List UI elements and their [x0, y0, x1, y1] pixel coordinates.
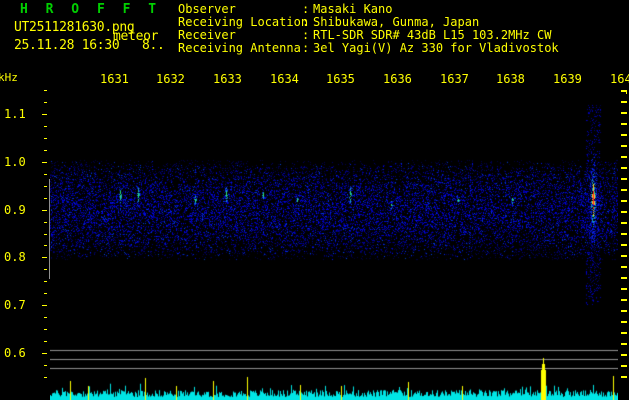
signal-level-strip-chart — [50, 346, 618, 400]
x-tick-label: 1632 — [156, 72, 185, 86]
y-tick-label: 0.8 — [4, 250, 26, 265]
y-minor-tick — [44, 341, 47, 343]
right-tick-mark — [621, 211, 627, 213]
y-minor-tick — [44, 281, 47, 283]
right-tick-mark — [621, 189, 627, 191]
right-tick-mark — [621, 167, 627, 169]
y-minor-tick — [44, 317, 47, 319]
right-tick-mark — [621, 156, 627, 158]
y-minor-tick — [44, 113, 47, 115]
right-tick-mark — [621, 299, 627, 301]
strip-chart-canvas — [50, 346, 618, 400]
header-panel: H R O F F T UT2511281630.png meteor 25.1… — [0, 0, 629, 68]
right-tick-mark — [621, 354, 627, 356]
mode-label: meteor — [113, 29, 159, 44]
right-tick-mark — [621, 90, 627, 92]
x-tick-label: 1637 — [440, 72, 469, 86]
info-separator: : — [302, 41, 310, 55]
right-tick-mark — [621, 343, 627, 345]
y-minor-tick — [44, 305, 47, 307]
info-row-receiving-location: Receiving Location: Shibukawa, Gunma, Jap… — [178, 16, 559, 29]
y-minor-tick — [44, 90, 47, 91]
x-tick-label: 1636 — [383, 72, 412, 86]
x-axis: 1631 1632 1633 1634 1635 1636 1637 1638 1639 1640 — [0, 72, 629, 94]
y-minor-tick — [44, 125, 47, 127]
spectrogram-panel: kHz 1631 1632 1633 1634 1635 1636 1637 1638 1639… — [0, 68, 629, 400]
right-tick-mark — [621, 101, 627, 103]
info-separator: : — [302, 28, 310, 42]
y-minor-tick — [44, 233, 47, 235]
right-tick-mark — [621, 266, 627, 268]
right-tick-mark — [621, 222, 627, 224]
x-tick-label: 1639 — [553, 72, 582, 86]
timestamp-label: 25.11.28 16:30 8.. — [14, 38, 165, 53]
y-axis-unit-label: kHz — [0, 71, 18, 84]
info-value: Masaki Kano — [313, 2, 393, 16]
observation-info-block: Observer: Masaki Kano Receiving Location:… — [178, 3, 559, 55]
info-label: Receiver — [178, 28, 236, 42]
info-separator: : — [302, 2, 310, 16]
right-tick-mark — [621, 178, 627, 180]
right-tick-mark — [621, 255, 627, 257]
y-minor-tick — [44, 293, 47, 295]
y-tick-label: 0.7 — [4, 298, 26, 313]
right-tick-mark — [621, 233, 627, 235]
right-tick-mark — [621, 321, 627, 323]
y-tick-label: 0.6 — [4, 346, 26, 361]
right-tick-mark — [621, 365, 627, 367]
right-tick-mark — [621, 244, 627, 246]
right-tick-mark — [621, 123, 627, 125]
info-label: Receiving Antenna — [178, 41, 301, 55]
x-tick-label: 1633 — [213, 72, 242, 86]
y-minor-tick — [44, 221, 47, 223]
x-tick-label: 1638 — [496, 72, 525, 86]
y-minor-tick — [44, 269, 47, 271]
info-label: Receiving Location — [178, 15, 309, 29]
y-minor-tick — [44, 377, 47, 378]
y-minor-tick — [44, 257, 47, 259]
y-minor-tick — [44, 173, 47, 175]
right-tick-mark — [621, 288, 627, 290]
y-minor-tick — [44, 353, 47, 355]
y-tick-label: 1.1 — [4, 106, 26, 121]
y-minor-tick — [44, 161, 47, 163]
info-row-receiver: Receiver: RTL-SDR SDR# 43dB L15 103.2MHz … — [178, 29, 559, 42]
info-row-receiving-antenna: Receiving Antenna: 3el Yagi(V) Az 330 for… — [178, 42, 559, 55]
info-value: RTL-SDR SDR# 43dB L15 103.2MHz CW — [313, 28, 552, 42]
info-separator: : — [302, 15, 310, 29]
y-tick-label: 0.9 — [4, 202, 26, 217]
right-tick-mark — [621, 332, 627, 334]
x-tick-label: 1635 — [326, 72, 355, 86]
right-tick-mark — [621, 376, 627, 378]
y-minor-tick — [44, 197, 47, 199]
y-minor-tick — [44, 137, 47, 139]
right-tick-mark — [621, 145, 627, 147]
y-minor-tick — [44, 149, 47, 151]
info-label: Observer — [178, 2, 236, 16]
y-minor-tick — [44, 185, 47, 187]
y-minor-tick — [44, 209, 47, 211]
right-tick-mark — [621, 200, 627, 202]
y-tick-label: 1.0 — [4, 154, 26, 169]
right-tick-mark — [621, 310, 627, 312]
filename-label: UT2511281630.png — [14, 20, 135, 35]
right-tick-mark — [621, 112, 627, 114]
x-tick-label: 1631 — [100, 72, 129, 86]
y-minor-tick — [44, 245, 47, 247]
spectrogram-canvas — [50, 90, 618, 377]
right-tick-mark — [621, 277, 627, 279]
y-minor-tick — [44, 365, 47, 367]
right-tick-mark — [621, 134, 627, 136]
info-row-observer: Observer: Masaki Kano — [178, 3, 559, 16]
y-minor-tick — [44, 329, 47, 331]
x-tick-label: 1640 — [610, 72, 629, 86]
y-minor-tick — [44, 101, 47, 103]
x-tick-mark — [626, 90, 627, 94]
info-value: 3el Yagi(V) Az 330 for Vladivostok — [313, 41, 559, 55]
app-logo: H R O F F T — [20, 2, 162, 17]
spectrogram-image — [50, 90, 618, 377]
info-value: Shibukawa, Gunma, Japan — [313, 15, 480, 29]
x-tick-label: 1634 — [270, 72, 299, 86]
